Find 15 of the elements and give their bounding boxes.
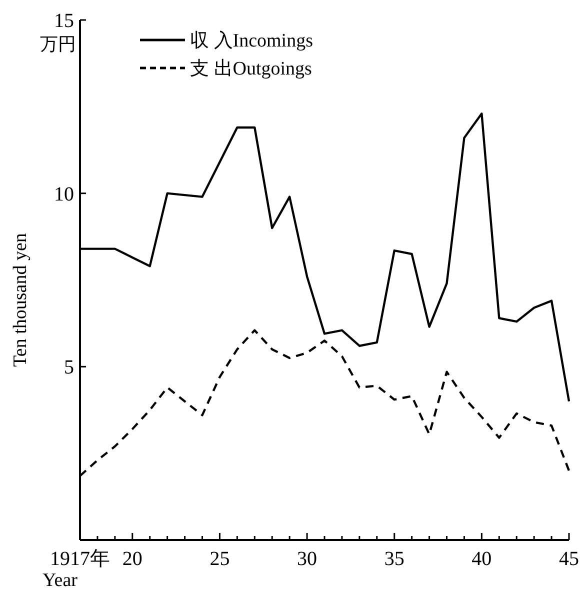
y-tick-label: 10 — [54, 183, 74, 206]
x-tick-label: 25 — [210, 548, 230, 570]
y-tick-label: 5 — [64, 356, 74, 379]
y-tick-label: 15 — [54, 10, 74, 32]
legend-label: 収 入Incomings — [190, 30, 313, 52]
x-axis-title: Year — [42, 570, 78, 591]
x-tick-label: 20 — [122, 548, 142, 570]
text: 万円 — [40, 34, 76, 54]
x-tick-label: 35 — [384, 548, 404, 570]
x-tick-label: 45 — [559, 548, 579, 570]
legend-label: 支 出Outgoings — [190, 58, 312, 80]
x-tick-label: 30 — [297, 548, 318, 570]
x-tick-label: 40 — [472, 548, 492, 570]
x-tick-label: 1917年 — [50, 548, 110, 570]
y-axis-title: Ten thousand yen — [10, 232, 31, 367]
